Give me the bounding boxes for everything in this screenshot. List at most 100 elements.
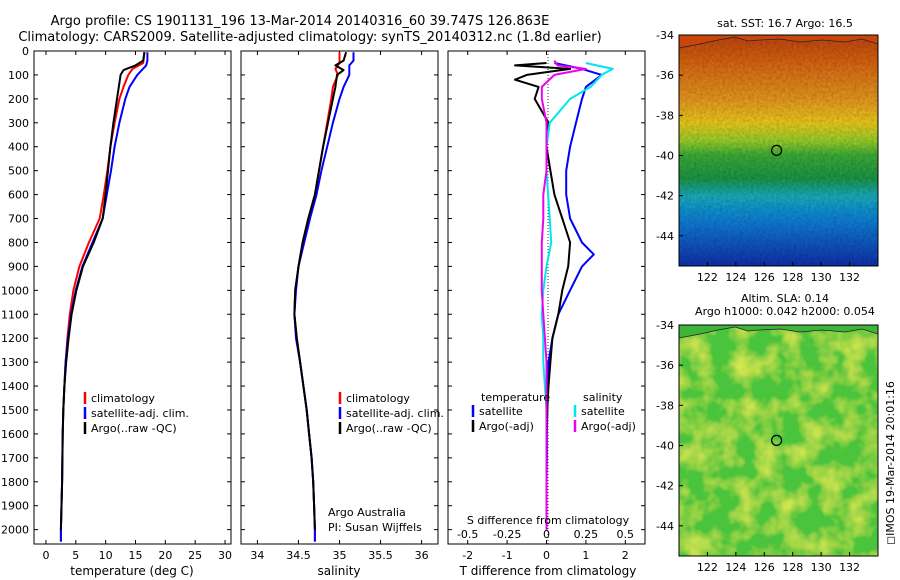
depth-tick-label: 1800 — [1, 476, 29, 489]
sst-heatmap — [679, 35, 878, 266]
temperature-panel: 0100200300400500600700800900100011001200… — [1, 45, 232, 578]
sst-latitude-axis: -34 -36 -38 -40 -42 -44 — [656, 29, 683, 243]
depth-tick-label: 400 — [8, 141, 29, 154]
depth-tick-label: 300 — [8, 117, 29, 130]
legend-label: Argo(-adj) — [581, 420, 636, 433]
latitude-tick-label: -36 — [656, 69, 674, 82]
x-tick-label: 36 — [415, 549, 429, 562]
temperature-xlabel: temperature (deg C) — [70, 564, 193, 578]
sst-map-title: sat. SST: 16.7 Argo: 16.5 — [717, 17, 853, 30]
salinity-difference-tick-label: 0.5 — [617, 528, 635, 541]
depth-tick-label: 1700 — [1, 452, 29, 465]
temperature-axis: 0 5 10 15 20 25 30 — [42, 51, 232, 562]
latitude-tick-label: -42 — [656, 480, 674, 493]
legend-label: climatology — [91, 392, 155, 405]
temperature-legend: climatology satellite-adj. clim. Argo(..… — [83, 392, 189, 435]
latitude-tick-label: -40 — [656, 440, 674, 453]
x-tick-label: 2 — [622, 549, 629, 562]
salinity-depth-ticks — [241, 50, 438, 531]
salinity-difference-tick-label: 0 — [543, 528, 550, 541]
profile-title: Argo profile: CS 1901131_196 13-Mar-2014… — [50, 14, 550, 29]
climatology-title: Climatology: CARS2009. Satellite-adjuste… — [18, 30, 602, 45]
salinity-legend: climatology satellite-adj. clim. Argo(..… — [338, 392, 444, 435]
longitude-tick-label: 126 — [754, 561, 775, 574]
legend-label: Argo(..raw -QC) — [346, 422, 432, 435]
latitude-tick-label: -42 — [656, 190, 674, 203]
longitude-tick-label: 126 — [754, 271, 775, 284]
legend-label: satellite-adj. clim. — [346, 407, 444, 420]
x-tick-label: 20 — [158, 549, 172, 562]
difference-panel: -2 -1 0 1 2 -0.5 -0.25 0 0.25 0.5 T difference fr… — [447, 50, 646, 578]
legend-label: satellite — [581, 405, 625, 418]
depth-tick-label: 1600 — [1, 428, 29, 441]
depth-tick-label: 0 — [22, 45, 29, 58]
difference-xlabel: T difference from climatology — [459, 564, 637, 578]
latitude-tick-label: -38 — [656, 399, 674, 412]
sla-map-panel: -34 -36 -38 -40 -42 -44 122 124 126 128 130 132 — [656, 319, 879, 574]
salinity-difference-tick-label: -0.25 — [493, 528, 521, 541]
depth-tick-label: 1200 — [1, 332, 29, 345]
latitude-tick-label: -34 — [656, 29, 674, 42]
x-tick-label: 35.5 — [368, 549, 393, 562]
sst-longitude-axis: 122 124 126 128 130 132 — [697, 262, 860, 284]
depth-tick-label: 500 — [8, 165, 29, 178]
x-tick-label: 1 — [582, 549, 589, 562]
longitude-tick-label: 124 — [725, 561, 746, 574]
argo-position-marker — [770, 144, 783, 156]
depth-tick-label: 900 — [8, 260, 29, 273]
salinity-panel: 34 34.5 35 35.5 36 salinity climatology sate… — [240, 50, 444, 578]
difference-series-group — [514, 60, 614, 530]
legend-label: satellite — [479, 405, 523, 418]
series-line-argo-raw-qc- — [59, 52, 146, 530]
argo-australia-label: Argo Australia — [328, 506, 406, 519]
longitude-tick-label: 132 — [839, 271, 860, 284]
latitude-tick-label: -34 — [656, 319, 674, 332]
x-tick-label: 30 — [218, 549, 232, 562]
x-tick-label: 15 — [128, 549, 142, 562]
legend-title-temperature: temperature — [481, 391, 550, 404]
temperature-axes-frame — [33, 50, 232, 545]
salinity-xlabel: salinity — [317, 564, 360, 578]
longitude-tick-label: 128 — [782, 271, 803, 284]
legend-label: Argo(..raw -QC) — [91, 422, 177, 435]
difference-xlabel-top: S difference from climatology — [467, 514, 630, 527]
x-tick-label: 0 — [42, 549, 49, 562]
series-line-salinity-argo-adj- — [540, 60, 587, 530]
latitude-tick-label: -40 — [656, 150, 674, 163]
difference-legend: temperature salinity satellite Argo(-adj… — [471, 391, 636, 433]
x-tick-label: 34.5 — [286, 549, 311, 562]
x-tick-label: 5 — [72, 549, 79, 562]
longitude-tick-label: 122 — [697, 561, 718, 574]
x-tick-label: 10 — [99, 549, 113, 562]
sla-longitude-axis: 122 124 126 128 130 132 — [697, 552, 860, 574]
longitude-tick-label: 130 — [811, 271, 832, 284]
depth-tick-label: 1300 — [1, 356, 29, 369]
longitude-tick-label: 124 — [725, 271, 746, 284]
x-tick-label: -2 — [462, 549, 473, 562]
salinity-axis: 34 34.5 35 35.5 36 — [250, 51, 429, 562]
temperature-series-group — [59, 52, 149, 542]
depth-tick-label: 1100 — [1, 308, 29, 321]
latitude-tick-label: -44 — [656, 230, 674, 243]
depth-tick-label: 1500 — [1, 404, 29, 417]
longitude-tick-label: 132 — [839, 561, 860, 574]
x-tick-label: -1 — [502, 549, 513, 562]
series-line-argo-raw-qc- — [293, 51, 348, 530]
legend-title-salinity: salinity — [583, 391, 623, 404]
longitude-tick-label: 122 — [697, 271, 718, 284]
salinity-difference-tick-label: 0.25 — [574, 528, 599, 541]
depth-tick-label: 1400 — [1, 380, 29, 393]
longitude-tick-label: 130 — [811, 561, 832, 574]
legend-label: climatology — [346, 392, 410, 405]
depth-tick-label: 100 — [8, 69, 29, 82]
x-tick-label: 34 — [250, 549, 264, 562]
latitude-tick-label: -36 — [656, 359, 674, 372]
depth-tick-label: 1000 — [1, 284, 29, 297]
difference-depth-ticks — [448, 50, 645, 531]
x-tick-label: 25 — [188, 549, 202, 562]
sla-map-title: Altim. SLA: 0.14 — [740, 292, 830, 305]
x-tick-label: 35 — [333, 549, 347, 562]
depth-tick-label: 600 — [8, 189, 29, 202]
sst-map-frame — [678, 34, 879, 267]
